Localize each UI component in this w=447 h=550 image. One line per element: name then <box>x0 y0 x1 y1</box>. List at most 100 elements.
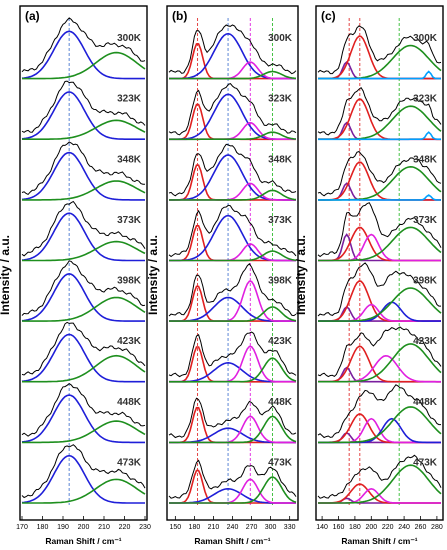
spectrum-373K: 373K <box>21 200 146 262</box>
panels-layer: 170 180 190 200 210 220 230 300K 323K 348K 373K 398… <box>16 17 443 531</box>
fit-component-green <box>169 250 297 262</box>
fit-component-cyan <box>318 70 441 80</box>
fit-component-green <box>169 476 297 504</box>
temperature-label: 448K <box>413 397 438 408</box>
spectrum-448K: 448K <box>317 384 442 444</box>
fit-component-cyan <box>318 194 441 201</box>
fit-component-green <box>22 296 146 322</box>
measured-trace <box>21 321 146 376</box>
fit-component-green <box>318 287 442 322</box>
spectrum-300K: 300K <box>21 17 146 80</box>
spectrum-473K: 473K <box>168 457 297 504</box>
spectrum-373K: 373K <box>317 202 442 262</box>
temperature-label: 448K <box>117 397 142 408</box>
fit-component-green <box>22 354 146 383</box>
fit-component-green <box>22 420 146 444</box>
measured-trace <box>317 202 442 258</box>
temperature-label: 473K <box>117 457 142 468</box>
spectrum-398K: 398K <box>168 263 297 322</box>
measured-trace <box>317 262 441 317</box>
fit-component-green <box>318 343 442 383</box>
fit-component-cyan <box>318 131 441 141</box>
measured-trace <box>168 83 297 136</box>
spectrum-373K: 373K <box>168 204 297 262</box>
x-tick-label: 300 <box>265 524 277 531</box>
panel-c-letter: (c) <box>321 9 336 23</box>
measured-trace <box>317 454 442 499</box>
y-axis-label-c: Intensity / a.u. <box>294 235 308 315</box>
temperature-label: 348K <box>413 154 438 165</box>
spectrum-423K: 423K <box>21 321 146 383</box>
measured-trace <box>168 459 297 499</box>
spectrum-323K: 323K <box>21 80 146 140</box>
fit-component-green <box>22 180 146 201</box>
fit-component-blue <box>21 30 145 80</box>
spectrum-300K: 300K <box>317 25 442 80</box>
fit-component-green <box>169 189 297 201</box>
fit-component-green <box>169 357 297 383</box>
panel-b-letter: (b) <box>172 9 187 23</box>
spectrum-348K: 348K <box>168 143 297 201</box>
spectrum-473K: 473K <box>21 444 146 504</box>
spectrum-473K: 473K <box>317 454 442 504</box>
panel-a-plot: 170 180 190 200 210 220 230 300K 323K 348K 373K 398… <box>16 17 151 531</box>
temperature-label: 373K <box>117 215 142 226</box>
panel-a-letter: (a) <box>25 9 40 23</box>
x-tick-label: 210 <box>208 524 220 531</box>
x-tick-label: 180 <box>349 524 361 531</box>
x-tick-label: 220 <box>119 524 131 531</box>
temperature-label: 448K <box>268 397 293 408</box>
temperature-label: 398K <box>413 276 438 287</box>
x-tick-label: 200 <box>365 524 377 531</box>
x-tick-label: 140 <box>316 524 328 531</box>
x-tick-label: 280 <box>431 524 443 531</box>
measured-trace <box>317 384 441 439</box>
panel-c-plot: 140 160 180 200 220 240 260 280 300K 323K 348K 373K… <box>316 18 443 531</box>
x-tick-label: 190 <box>57 524 69 531</box>
temperature-label: 323K <box>268 94 293 105</box>
temperature-label: 300K <box>117 33 142 44</box>
measured-trace <box>21 200 146 257</box>
temperature-label: 348K <box>117 154 142 165</box>
measured-trace <box>168 397 297 439</box>
spectrum-423K: 423K <box>168 331 297 383</box>
x-axis-label-a: Raman Shift / cm⁻¹ <box>45 536 121 546</box>
spectrum-323K: 323K <box>168 83 297 141</box>
measured-trace <box>21 141 146 196</box>
panel-c-frame <box>315 5 444 521</box>
temperature-label: 398K <box>117 276 142 287</box>
fit-component-green <box>169 70 297 80</box>
panel-b-plot: 150 180 210 240 270 300 330 300K 323K 348K 373K 398… <box>168 18 297 531</box>
spectrum-348K: 348K <box>317 150 442 201</box>
temperature-label: 423K <box>413 336 438 347</box>
x-tick-label: 270 <box>246 524 258 531</box>
temperature-label: 473K <box>413 457 438 468</box>
temperature-label: 373K <box>268 215 293 226</box>
x-tick-label: 200 <box>78 524 90 531</box>
fit-component-green <box>22 240 146 262</box>
fit-component-blue <box>21 91 145 140</box>
temperature-label: 473K <box>268 457 293 468</box>
measured-trace <box>21 444 146 499</box>
fit-component-blue <box>21 394 145 444</box>
spectrum-448K: 448K <box>168 397 297 444</box>
x-tick-label: 210 <box>98 524 110 531</box>
fit-component-blue <box>21 454 145 504</box>
measured-trace <box>168 331 297 378</box>
measured-trace <box>21 382 146 437</box>
fit-component-green <box>22 119 146 140</box>
temperature-label: 348K <box>268 154 293 165</box>
spectrum-348K: 348K <box>21 141 146 201</box>
x-tick-label: 230 <box>139 524 151 531</box>
x-tick-label: 150 <box>170 524 182 531</box>
spectrum-398K: 398K <box>21 260 146 322</box>
measured-trace <box>21 80 146 133</box>
x-tick-label: 240 <box>398 524 410 531</box>
fit-component-green <box>22 478 146 504</box>
fit-component-blue <box>21 333 145 383</box>
measured-trace <box>317 86 442 136</box>
temperature-label: 300K <box>268 33 293 44</box>
measured-trace <box>168 263 297 317</box>
measured-trace <box>317 150 442 197</box>
temperature-label: 323K <box>413 94 438 105</box>
